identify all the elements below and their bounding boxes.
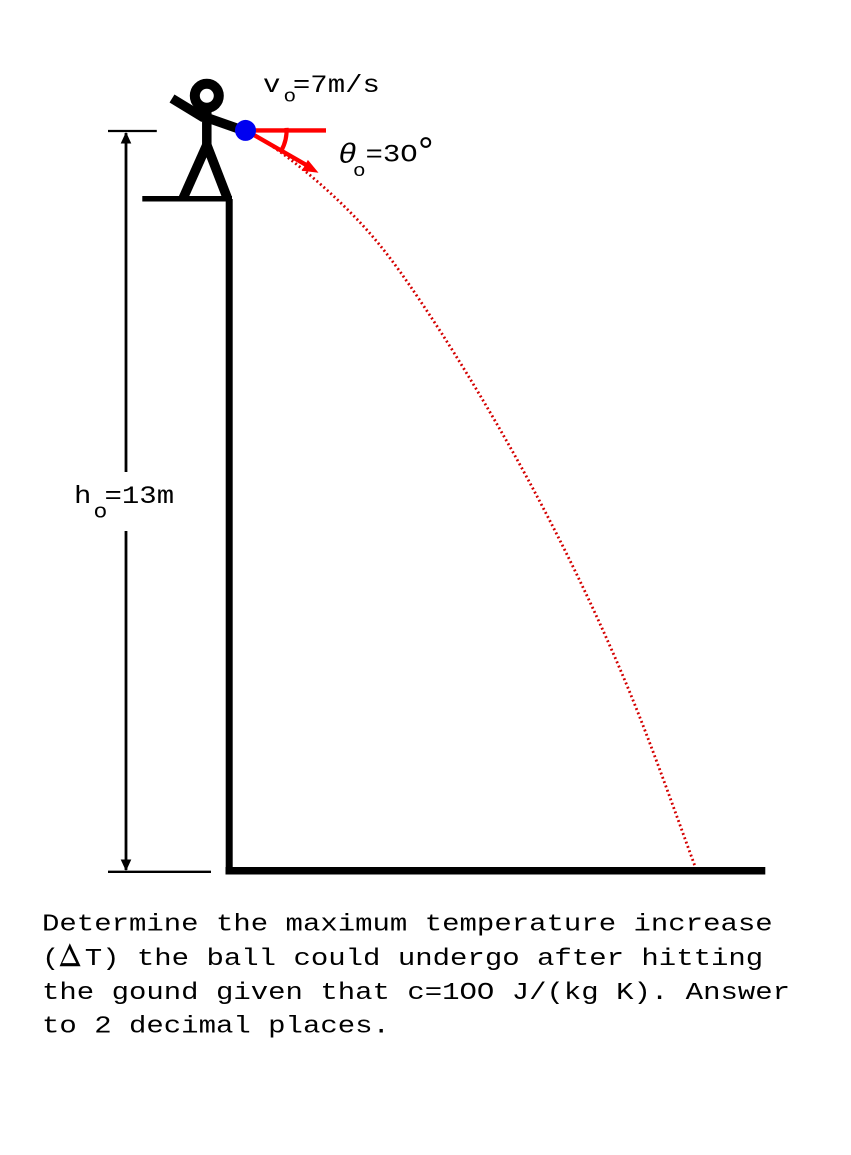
- svg-text:o: o: [284, 87, 297, 107]
- svg-text:θ: θ: [338, 139, 357, 171]
- svg-text:=3O: =3O: [366, 141, 418, 170]
- svg-text:v: v: [263, 72, 280, 101]
- svg-text:h: h: [74, 483, 91, 512]
- svg-text:=13m: =13m: [105, 483, 175, 512]
- svg-text:o: o: [353, 161, 366, 181]
- svg-text:the gound given that c=1OO J/(: the gound given that c=1OO J/(kg K). Ans…: [42, 980, 790, 1007]
- svg-text:T) the ball could undergo afte: T) the ball could undergo after hitting: [85, 946, 763, 973]
- svg-text:=7m/s: =7m/s: [293, 72, 380, 101]
- svg-text:(: (: [42, 946, 59, 973]
- svg-text:o: o: [94, 502, 108, 524]
- svg-text:to 2 decimal places.: to 2 decimal places.: [42, 1013, 390, 1040]
- svg-text:Determine the maximum temperat: Determine the maximum temperature increa…: [42, 911, 773, 938]
